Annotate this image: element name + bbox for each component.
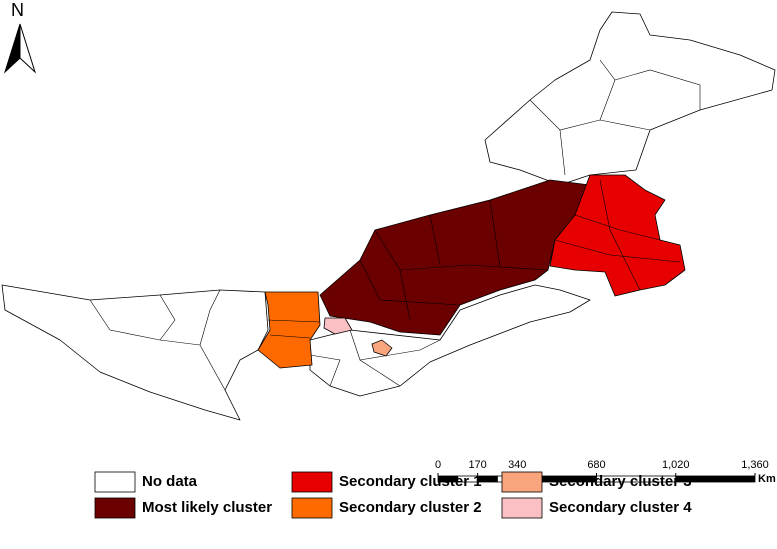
scale-tick-label: 170 xyxy=(468,459,486,471)
legend-label: Secondary cluster 4 xyxy=(549,499,692,516)
scale-tick-label: 680 xyxy=(587,459,605,471)
region-secondary-3 xyxy=(371,339,393,357)
legend-swatch xyxy=(291,497,333,519)
scale-bar: 0 170 340 680 1,020 1,360 Km xyxy=(435,459,776,485)
north-arrow xyxy=(3,23,37,74)
region-most-likely xyxy=(319,179,591,336)
region-west xyxy=(1,284,269,421)
legend-swatch xyxy=(94,497,136,519)
region-middle xyxy=(309,284,591,397)
legend-swatch xyxy=(501,471,543,493)
legend-label: Most likely cluster xyxy=(142,499,272,516)
legend-label: Secondary cluster 2 xyxy=(339,499,482,516)
legend-swatch xyxy=(291,471,333,493)
region-northeast xyxy=(484,11,776,186)
legend: No data Most likely cluster Secondary clus… xyxy=(94,471,692,519)
legend-label: No data xyxy=(142,473,198,490)
scale-tick-label: 1,360 xyxy=(741,459,769,471)
scale-unit: Km xyxy=(758,473,776,485)
legend-label: Secondary cluster 1 xyxy=(339,473,482,490)
region-secondary-1 xyxy=(549,174,686,297)
legend-label: Secondary cluster 3 xyxy=(549,473,692,490)
map-regions xyxy=(1,11,776,421)
scale-tick-label: 0 xyxy=(435,459,441,471)
legend-swatch xyxy=(94,471,136,493)
north-label: N xyxy=(11,0,24,20)
legend-swatch xyxy=(501,497,543,519)
scale-tick-label: 1,020 xyxy=(662,459,690,471)
region-secondary-4 xyxy=(323,317,353,335)
scale-tick-label: 340 xyxy=(508,459,526,471)
region-secondary-2 xyxy=(257,291,321,369)
scale-segment xyxy=(675,475,756,483)
